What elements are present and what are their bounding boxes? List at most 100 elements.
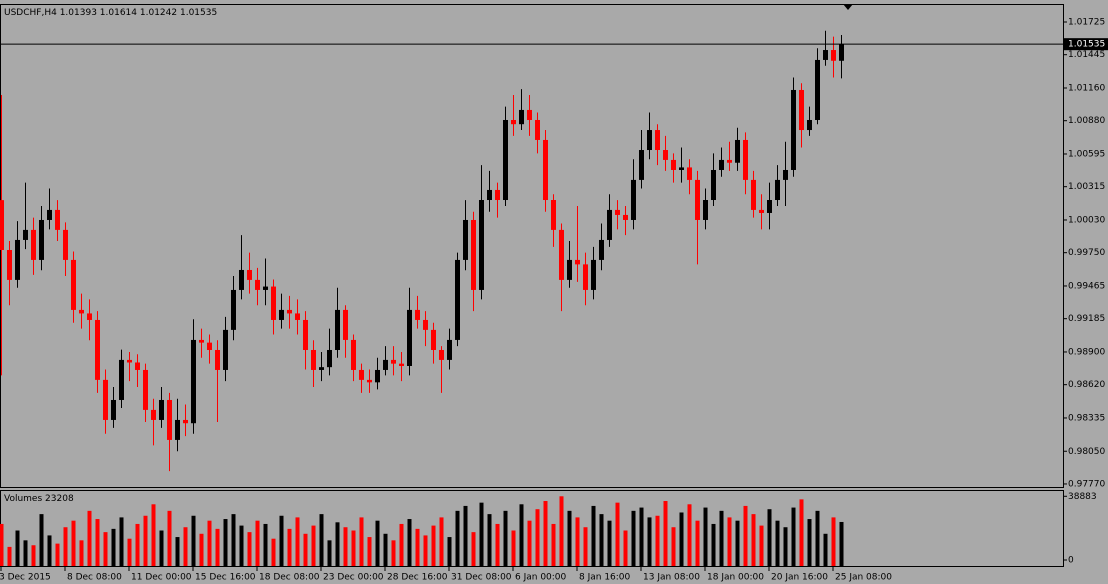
volume-bar — [0, 523, 4, 566]
volume-bar — [351, 530, 356, 566]
candle-body — [487, 189, 492, 201]
candle-body — [383, 359, 388, 370]
volume-bar — [527, 520, 532, 566]
candle-body — [567, 259, 572, 280]
candle-body — [167, 399, 172, 440]
volume-bar — [247, 532, 252, 566]
y-tick-label: 0.99465 — [1068, 281, 1105, 291]
candle-body — [111, 399, 116, 420]
candle-body — [511, 119, 516, 125]
candle-body — [807, 119, 812, 131]
volume-bar — [223, 519, 228, 566]
volume-bar — [391, 540, 396, 566]
candle-body — [375, 369, 380, 383]
volume-bar — [575, 517, 580, 566]
candle-body — [783, 169, 788, 180]
volume-bar — [615, 502, 620, 566]
volume-tick-label: 0 — [1068, 556, 1074, 566]
candle-body — [127, 359, 132, 363]
volume-bar — [111, 528, 116, 566]
candle-body — [815, 59, 820, 120]
volume-tick-label: 38883 — [1068, 492, 1097, 502]
candle-body — [23, 229, 28, 240]
x-tick-label: 28 Dec 16:00 — [387, 573, 448, 583]
candle-body — [159, 399, 164, 420]
x-tick-label: 8 Jan 16:00 — [579, 573, 631, 583]
candle-body — [703, 200, 708, 220]
volume-bar — [191, 515, 196, 566]
candle-body — [199, 339, 204, 343]
candle-body — [543, 139, 548, 201]
candle-body — [735, 139, 740, 163]
candle-body — [423, 319, 428, 330]
y-tick-label: 0.98900 — [1068, 347, 1105, 357]
y-tick-label: 1.00315 — [1068, 182, 1105, 192]
candle-body — [191, 339, 196, 424]
volume-bar — [455, 510, 460, 566]
volume-bar — [767, 509, 772, 566]
candle-body — [231, 289, 236, 330]
candle-body — [583, 264, 588, 290]
volume-bar — [495, 523, 500, 566]
volume-bar — [831, 517, 836, 566]
volume-bar — [607, 520, 612, 566]
volume-bar — [567, 510, 572, 566]
volume-bar — [439, 517, 444, 566]
volume-bar — [479, 502, 484, 566]
candle-body — [743, 139, 748, 180]
candle-body — [751, 179, 756, 210]
candle-body — [343, 309, 348, 340]
candle-body — [615, 209, 620, 215]
candle-body — [255, 279, 260, 290]
candle-body — [63, 229, 68, 260]
candle-body — [671, 159, 676, 170]
candle-body — [767, 200, 772, 213]
volume-bar — [239, 525, 244, 566]
candle-body — [119, 359, 124, 400]
candle-body — [711, 169, 716, 201]
candle-body — [95, 319, 100, 380]
volume-bar — [695, 520, 700, 566]
volume-bar — [375, 520, 380, 566]
candle-body — [527, 109, 532, 120]
volume-bar — [679, 512, 684, 566]
candle-body — [431, 329, 436, 350]
candle-body — [719, 159, 724, 170]
volume-bar — [367, 537, 372, 566]
volume-bar — [407, 519, 412, 566]
candle-body — [727, 159, 732, 163]
volume-bar — [79, 540, 84, 566]
candle-body — [759, 209, 764, 213]
candle-body — [7, 249, 12, 280]
candle-body — [391, 359, 396, 364]
y-tick-label: 0.98335 — [1068, 413, 1105, 423]
volume-bar — [399, 523, 404, 566]
volume-bar — [703, 507, 708, 566]
candle-body — [823, 50, 828, 60]
volume-bar — [647, 517, 652, 566]
candle-body — [439, 349, 444, 360]
x-tick-label: 20 Jan 16:00 — [771, 573, 828, 583]
candle-body — [647, 130, 652, 151]
volume-bar — [215, 528, 220, 566]
volume-bar — [623, 530, 628, 566]
volume-bar — [127, 538, 132, 566]
volume-bar — [167, 510, 172, 566]
candle-body — [311, 349, 316, 370]
y-tick-label: 0.98620 — [1068, 380, 1105, 390]
volume-bar — [783, 527, 788, 566]
volume-bar — [87, 510, 92, 566]
volume-bar — [15, 530, 20, 566]
candle-body — [503, 119, 508, 201]
candle-body — [631, 179, 636, 220]
volume-bar — [791, 507, 796, 566]
candle-body — [799, 89, 804, 131]
header-open: 1.01393 — [60, 8, 97, 18]
volume-bar — [175, 537, 180, 566]
volume-bar — [535, 509, 540, 566]
volume-bar — [199, 533, 204, 566]
y-tick-label: 0.99750 — [1068, 248, 1105, 258]
volume-bar — [23, 540, 28, 566]
current-price-label: 1.01535 — [1068, 40, 1105, 50]
candle-body — [399, 363, 404, 366]
